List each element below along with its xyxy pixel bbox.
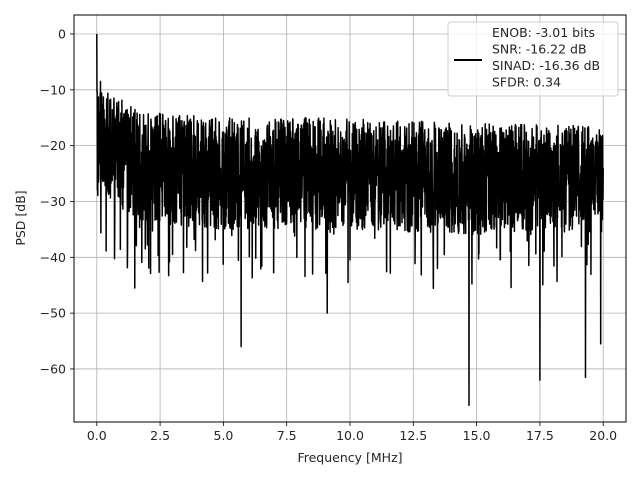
x-tick-label: 5.0: [213, 428, 233, 443]
legend-entry: SFDR: 0.34: [492, 75, 561, 90]
legend-entry: SNR: -16.22 dB: [492, 42, 587, 57]
y-tick-label: −50: [40, 306, 66, 321]
y-tick-label: −40: [40, 250, 66, 265]
x-tick-label: 0.0: [87, 428, 107, 443]
series-group: [96, 33, 604, 406]
x-tick-label: 15.0: [463, 428, 491, 443]
y-axis-ticks: 0 −10 −20 −30 −40 −50 −60: [40, 26, 74, 376]
x-tick-label: 10.0: [336, 428, 364, 443]
x-axis-label: Frequency [MHz]: [297, 450, 402, 465]
x-tick-label: 7.5: [277, 428, 297, 443]
y-tick-label: −20: [40, 138, 66, 153]
y-tick-label: −60: [40, 361, 66, 376]
y-tick-label: −10: [40, 82, 66, 97]
y-tick-label: 0: [58, 26, 66, 41]
psd-series-line: [96, 33, 604, 406]
y-axis-label: PSD [dB]: [13, 190, 28, 245]
x-axis-ticks: 0.0 2.5 5.0 7.5 10.0 12.5 15.0 17.5 20.0: [87, 422, 617, 443]
x-tick-label: 2.5: [150, 428, 170, 443]
legend-entry: SINAD: -16.36 dB: [492, 58, 600, 73]
legend-box: [447, 21, 619, 97]
x-tick-label: 17.5: [526, 428, 554, 443]
x-tick-label: 20.0: [589, 428, 617, 443]
y-tick-label: −30: [40, 194, 66, 209]
legend-entry: ENOB: -3.01 bits: [492, 25, 595, 40]
x-tick-label: 12.5: [399, 428, 427, 443]
